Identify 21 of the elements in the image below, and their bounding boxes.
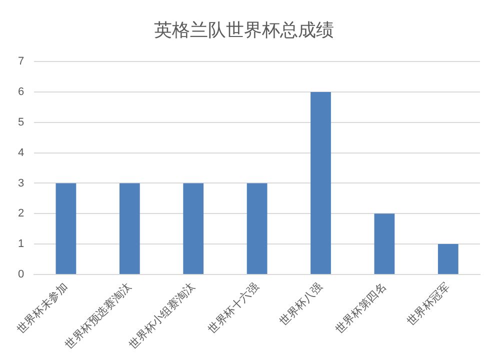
y-tick-label: 7 (18, 56, 24, 68)
x-tick-label: 世界杯冠军 (404, 280, 452, 328)
x-tick-label: 世界杯十六强 (205, 280, 262, 336)
x-tick-label: 世界杯八强 (276, 280, 326, 328)
y-tick-label: 2 (18, 208, 24, 220)
bar (119, 183, 140, 274)
y-tick-label: 1 (18, 238, 24, 250)
y-tick-label: 4 (18, 146, 24, 159)
bar (438, 244, 458, 274)
x-tick-label: 世界杯第四名 (332, 280, 389, 336)
y-tick-label: 5 (18, 116, 24, 128)
y-tick-label: 0 (18, 268, 24, 280)
x-tick-label: 世界杯未参加 (14, 280, 70, 336)
bar (374, 214, 395, 274)
y-tick-label: 3 (18, 177, 24, 190)
chart-title: 英格兰队世界杯总成绩 (154, 20, 334, 40)
bar (310, 92, 331, 274)
bar (246, 183, 268, 274)
bar (183, 183, 204, 274)
y-tick-label: 6 (18, 86, 24, 98)
bar (56, 183, 76, 274)
